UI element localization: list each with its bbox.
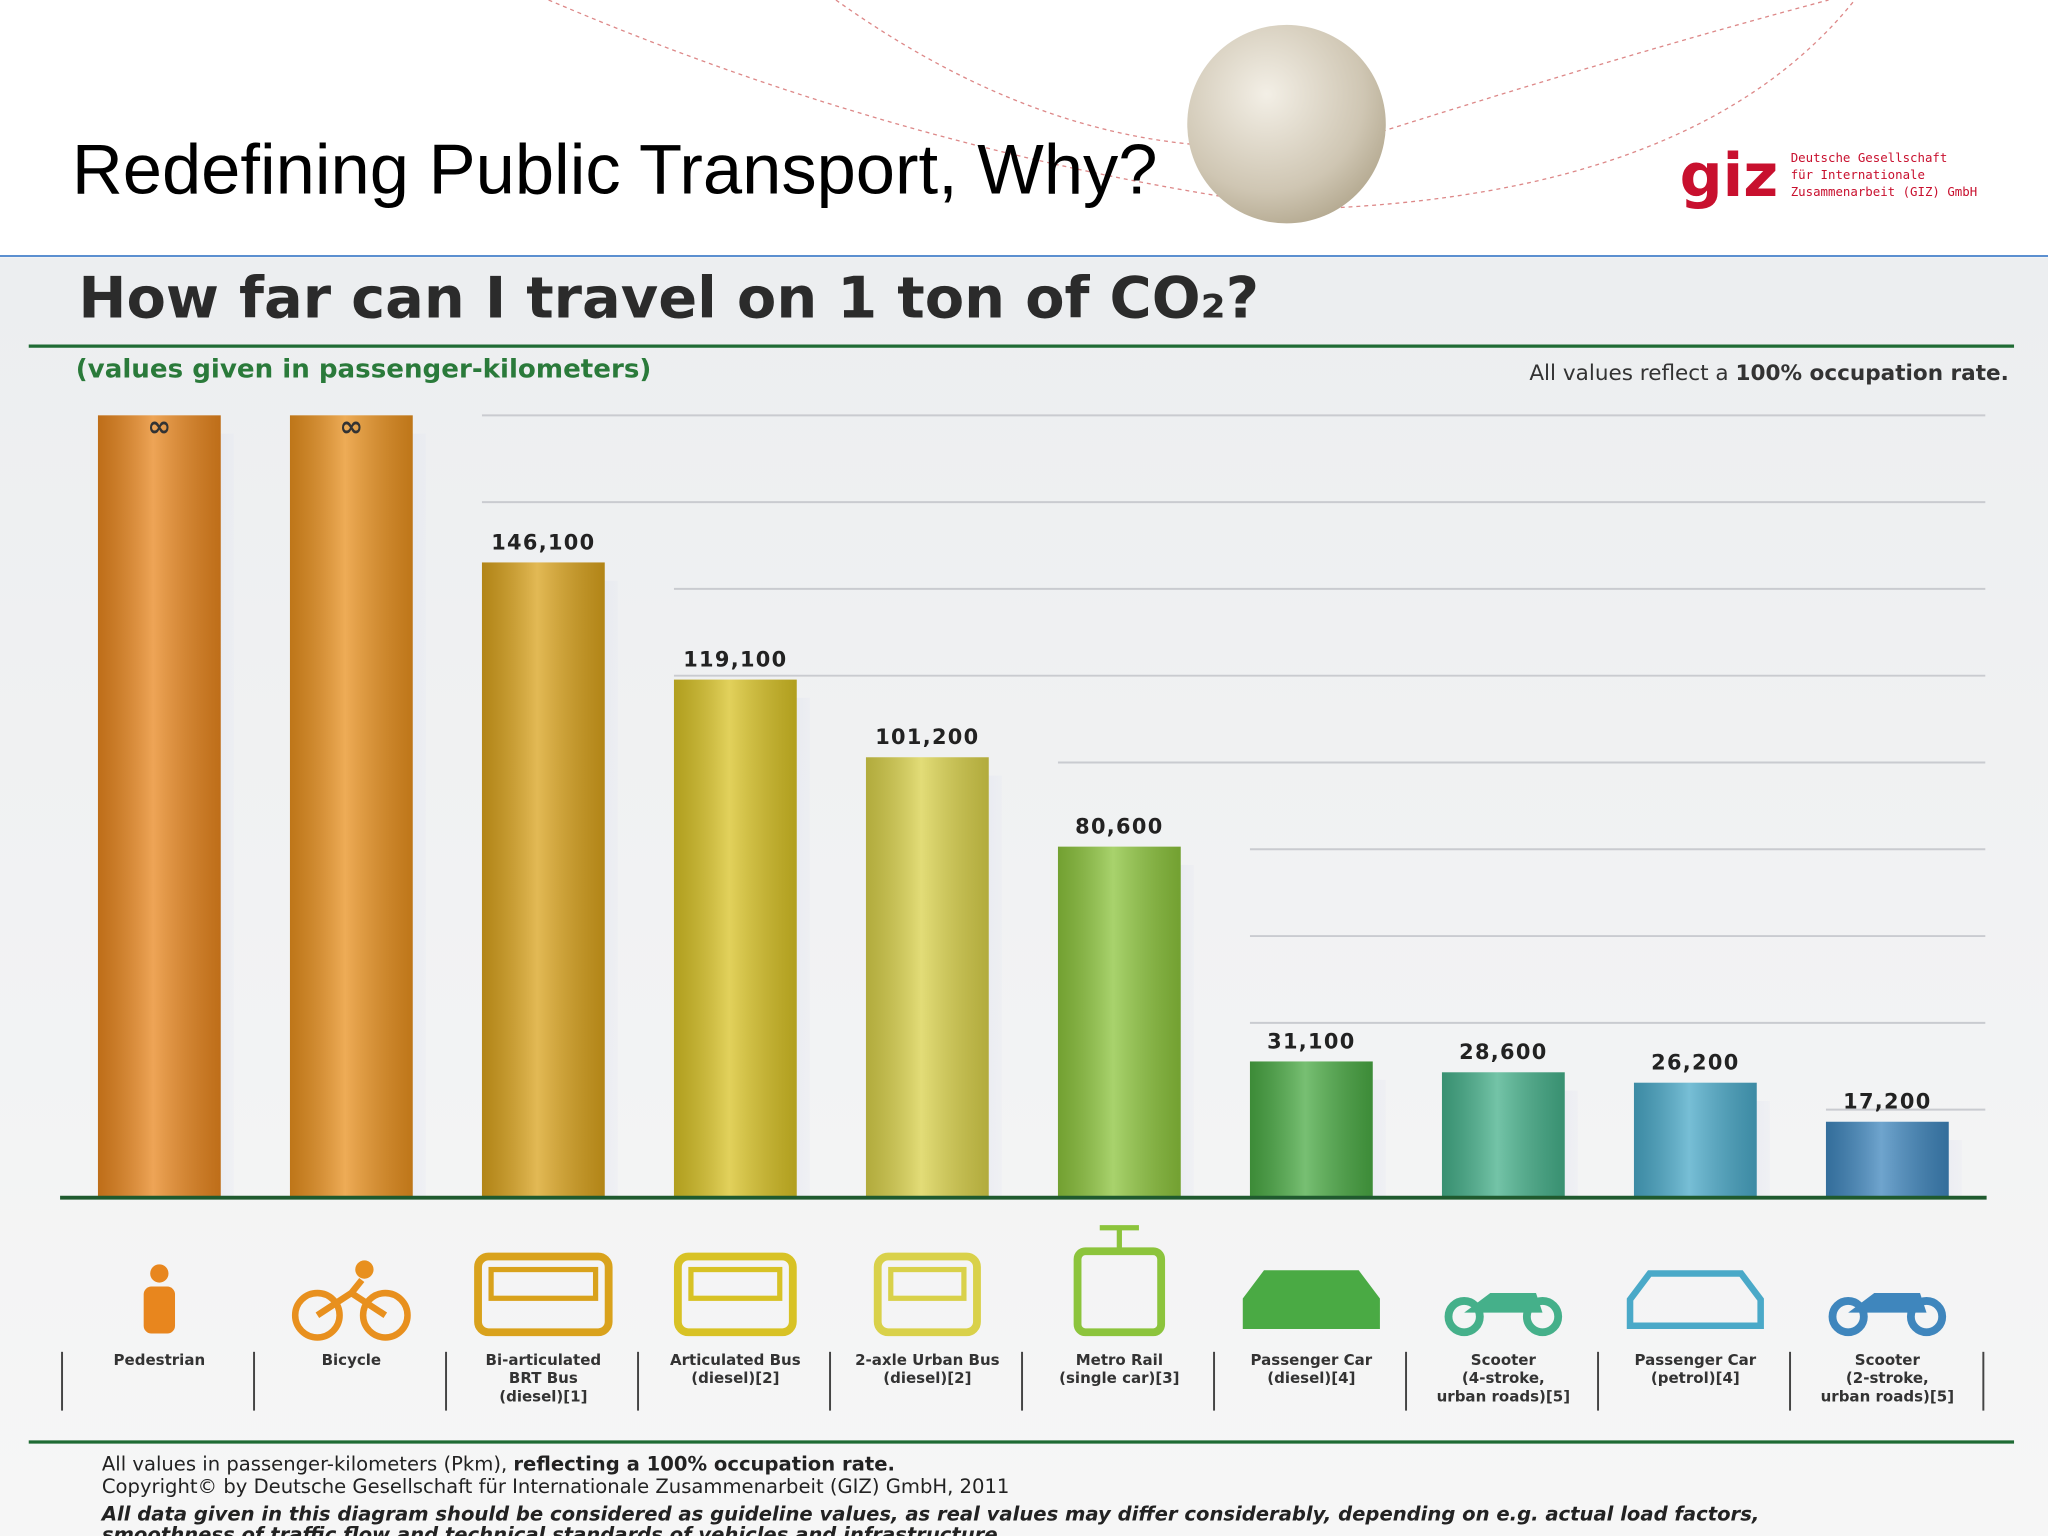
bar-shine — [1057, 846, 1181, 1197]
value-label: 28,600 — [1459, 1040, 1547, 1064]
bar-shine — [673, 679, 797, 1197]
note-bold: 100% occupation rate. — [1735, 361, 2008, 386]
icon-part — [150, 1264, 169, 1283]
vehicle-icon — [1073, 1225, 1166, 1337]
slide-title: Redefining Public Transport, Why? — [72, 129, 1158, 208]
icon-part — [291, 1289, 343, 1341]
x-tick-label: Passenger Car (diesel)[4] — [1251, 1351, 1373, 1387]
value-label: ∞ — [339, 409, 363, 443]
x-tick-label: Bi-articulated BRT Bus (diesel)[1] — [486, 1351, 602, 1406]
x-tick-label: 2-axle Urban Bus (diesel)[2] — [855, 1351, 1000, 1387]
decor-curve — [835, 0, 1829, 148]
icon-part — [315, 1277, 388, 1318]
occupation-note: All values reflect a 100% occupation rat… — [1529, 361, 2009, 386]
icon-part — [888, 1266, 967, 1301]
chart-subtitle: (values given in passenger-kilometers) — [76, 354, 652, 384]
note-text: All values reflect a — [1529, 361, 1735, 386]
footer-bold: reflecting a 100% occupation rate. — [513, 1453, 895, 1476]
bar-shine — [289, 415, 413, 1197]
icon-part — [359, 1289, 411, 1341]
icon-part — [873, 1252, 981, 1337]
icon-part — [143, 1286, 176, 1334]
vehicle-icon — [143, 1264, 176, 1334]
vehicle-icon — [1242, 1270, 1380, 1329]
bar-shine — [1633, 1082, 1757, 1197]
chart-title: How far can I travel on 1 ton of CO₂? — [78, 264, 1259, 331]
icon-part — [355, 1260, 374, 1279]
icon-part — [1444, 1296, 1484, 1337]
x-tick-label: Scooter (2-stroke, urban roads)[5] — [1821, 1351, 1954, 1406]
value-label: 101,200 — [875, 725, 979, 749]
icon-part — [688, 1266, 783, 1301]
x-tick-label: Scooter (4-stroke, urban roads)[5] — [1437, 1351, 1570, 1406]
icon-part — [488, 1266, 599, 1301]
icon-part — [1626, 1270, 1764, 1329]
value-label: 31,100 — [1267, 1029, 1355, 1053]
bar-shine — [865, 757, 989, 1197]
categories: Pedestrian Bicycle Bi-articulated BRT Bus (d… — [61, 1225, 1985, 1411]
x-tick-label: Metro Rail (single car)[3] — [1059, 1351, 1179, 1387]
icon-part — [1099, 1225, 1139, 1252]
x-tick-label: Passenger Car (petrol)[4] — [1635, 1351, 1757, 1387]
vehicle-icon — [1626, 1270, 1764, 1329]
bars: ∞ ∞ 146,100 119,100 101,200 80,600 31,100 28,60… — [97, 409, 1962, 1197]
x-tick-label: Pedestrian — [114, 1351, 206, 1369]
vehicle-icon — [474, 1252, 613, 1337]
disclaimer: smoothness of traffic flow and technical… — [102, 1523, 1005, 1536]
icon-part — [1848, 1293, 1927, 1313]
icon-part — [1906, 1296, 1947, 1337]
vehicle-icon — [1444, 1293, 1563, 1337]
icon-part — [1242, 1270, 1380, 1329]
icon-part — [1522, 1296, 1563, 1337]
icon-part — [1464, 1293, 1543, 1313]
grid — [481, 414, 1986, 1111]
logo-mark: giz — [1680, 141, 1779, 211]
footer-note: All values in passenger-kilometers (Pkm)… — [102, 1453, 895, 1476]
value-label: 80,600 — [1075, 815, 1163, 839]
bar-shine — [97, 415, 221, 1197]
bar-shine — [1249, 1061, 1373, 1197]
globe — [1187, 24, 1386, 224]
icon-part — [474, 1252, 613, 1337]
disclaimer: All data given in this diagram should be… — [100, 1502, 1759, 1525]
logo-text: Deutsche Gesellschaft für Internationale Z… — [1791, 150, 1978, 199]
value-label: 146,100 — [491, 530, 595, 554]
vehicle-icon — [1828, 1293, 1947, 1337]
icon-part — [1828, 1296, 1868, 1337]
x-tick-label: Bicycle — [322, 1351, 382, 1369]
footer-text: All values in passenger-kilometers (Pkm)… — [102, 1453, 514, 1476]
bar-shine — [481, 562, 605, 1197]
value-label: 26,200 — [1651, 1051, 1739, 1075]
value-label: ∞ — [147, 409, 171, 443]
x-tick-label: Articulated Bus (diesel)[2] — [670, 1351, 801, 1387]
vehicle-icon — [873, 1252, 981, 1337]
value-label: 119,100 — [683, 648, 787, 672]
copyright: Copyright© by Deutsche Gesellschaft für … — [102, 1475, 1010, 1498]
vehicle-icon — [673, 1252, 797, 1337]
value-label: 17,200 — [1843, 1090, 1931, 1114]
bar-shine — [1441, 1072, 1565, 1197]
bar-shine — [1825, 1121, 1949, 1197]
vehicle-icon — [291, 1260, 411, 1341]
icon-part — [673, 1252, 797, 1337]
